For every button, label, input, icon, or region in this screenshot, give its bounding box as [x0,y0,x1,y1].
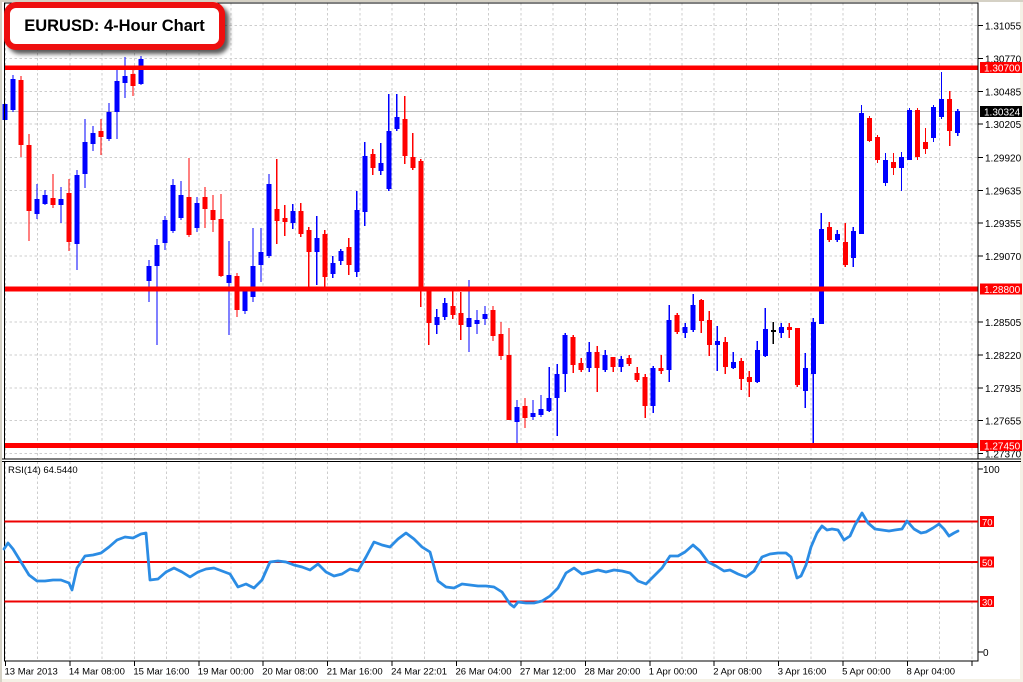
svg-text:1.28220: 1.28220 [985,351,1022,362]
svg-text:1.27935: 1.27935 [985,384,1022,395]
svg-text:28 Mar 20:00: 28 Mar 20:00 [584,667,640,678]
svg-text:1.29635: 1.29635 [985,186,1022,197]
svg-text:30: 30 [982,597,993,608]
svg-text:21 Mar 16:00: 21 Mar 16:00 [327,667,383,678]
svg-text:50: 50 [982,558,993,569]
svg-text:RSI(14) 64.5440: RSI(14) 64.5440 [8,465,78,476]
svg-text:1.27450: 1.27450 [984,442,1021,453]
svg-text:1.29355: 1.29355 [985,219,1022,230]
svg-text:1.27370: 1.27370 [985,450,1022,461]
svg-text:26 Mar 04:00: 26 Mar 04:00 [456,667,512,678]
svg-text:100: 100 [983,465,1000,476]
svg-text:24 Mar 22:01: 24 Mar 22:01 [391,667,447,678]
svg-text:13 Mar 2013: 13 Mar 2013 [5,667,58,678]
svg-text:1.27655: 1.27655 [985,417,1022,428]
svg-text:1.30324: 1.30324 [984,108,1021,119]
svg-text:1.30700: 1.30700 [984,64,1021,75]
svg-text:1.30770: 1.30770 [985,55,1022,66]
svg-text:1.31055: 1.31055 [985,21,1022,32]
svg-text:0: 0 [983,648,989,659]
svg-text:1.30485: 1.30485 [985,88,1022,99]
svg-text:5 Apr 00:00: 5 Apr 00:00 [842,667,891,678]
svg-text:19 Mar 00:00: 19 Mar 00:00 [198,667,254,678]
svg-text:8 Apr 04:00: 8 Apr 04:00 [907,667,956,678]
svg-text:20 Mar 08:00: 20 Mar 08:00 [262,667,318,678]
svg-text:1.29920: 1.29920 [985,153,1022,164]
svg-text:1.29070: 1.29070 [985,252,1022,263]
svg-text:2 Apr 08:00: 2 Apr 08:00 [713,667,762,678]
svg-text:1.28505: 1.28505 [985,318,1022,329]
svg-text:14 Mar 08:00: 14 Mar 08:00 [69,667,125,678]
svg-text:1 Apr 00:00: 1 Apr 00:00 [649,667,698,678]
svg-text:70: 70 [982,518,993,529]
svg-text:27 Mar 12:00: 27 Mar 12:00 [520,667,576,678]
svg-text:1.30205: 1.30205 [985,120,1022,131]
svg-text:1.28800: 1.28800 [984,285,1021,296]
svg-text:15 Mar 16:00: 15 Mar 16:00 [133,667,189,678]
svg-text:3 Apr 16:00: 3 Apr 16:00 [778,667,827,678]
